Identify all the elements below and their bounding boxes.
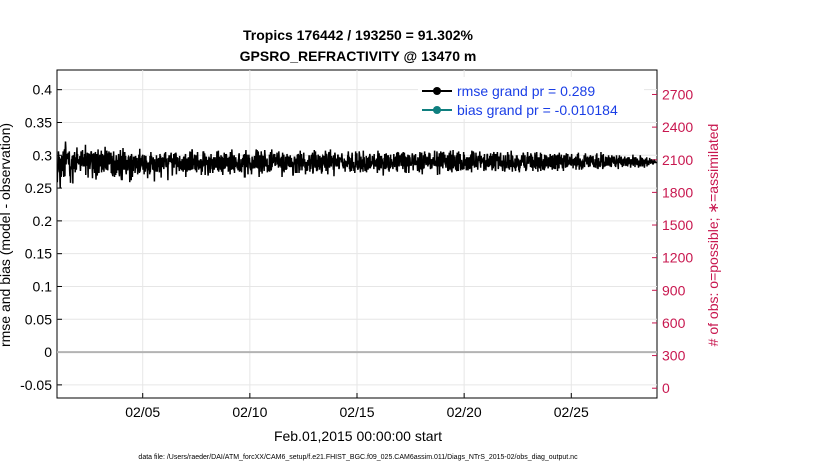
y-right-tick-label: 1200: [662, 250, 693, 266]
y-left-tick-label: -0.05: [20, 377, 52, 393]
y-right-tick-label: 1800: [662, 184, 693, 200]
y-right-tick-label: 300: [662, 348, 686, 364]
legend-label-rmse: rmse grand pr = 0.289: [457, 83, 595, 99]
y-right-tick-label: 0: [662, 380, 670, 396]
y-left-tick-label: 0.25: [25, 180, 52, 196]
y-right-tick-label: 2400: [662, 119, 693, 135]
y-left-tick-label: 0.35: [25, 114, 52, 130]
y-left-tick-label: 0.4: [33, 82, 53, 98]
y-right-tick-label: 2700: [662, 86, 693, 102]
title-line1: Tropics 176442 / 193250 = 91.302%: [243, 27, 474, 43]
y-right-tick-label: 1500: [662, 217, 693, 233]
legend-marker-bias: [433, 106, 441, 114]
y-left-tick-label: 0.3: [33, 147, 53, 163]
x-tick-label: 02/10: [232, 404, 267, 420]
y-left-tick-label: 0.05: [25, 311, 52, 327]
legend-marker-rmse: [433, 87, 441, 95]
x-tick-label: 02/15: [339, 404, 374, 420]
y-axis-left-label: rmse and bias (model - observation): [0, 123, 13, 347]
plot-area: 02/05 02/10 02/15 02/20 02/25 0.4 0.35 0.3 0.25 0…: [20, 69, 693, 420]
x-tick-label: 02/25: [554, 404, 589, 420]
legend-label-bias: bias grand pr = -0.010184: [457, 102, 618, 118]
y-right-tick-label: 600: [662, 315, 686, 331]
x-axis-label: Feb.01,2015 00:00:00 start: [274, 428, 442, 444]
footer-data-file: data file: /Users/raeder/DAI/ATM_forcXX/…: [138, 454, 578, 461]
y-left-tick-label: 0.2: [33, 213, 53, 229]
y-left-tick-label: 0.1: [33, 278, 53, 294]
rmse-line: [56, 141, 657, 189]
y-left-tick-label: 0.15: [25, 246, 52, 262]
legend: rmse grand pr = 0.289 bias grand pr = -0…: [418, 77, 644, 119]
legend-box: [418, 77, 644, 119]
x-tick-label: 02/20: [447, 404, 482, 420]
y-axis-right-label: # of obs: o=possible; ∗=assimilated: [705, 124, 721, 347]
y-right-tick-label: 2100: [662, 152, 693, 168]
y-right-tick-label: 900: [662, 282, 686, 298]
x-tick-label: 02/05: [125, 404, 160, 420]
y-left-tick-label: 0: [44, 344, 52, 360]
title-line2: GPSRO_REFRACTIVITY @ 13470 m: [240, 48, 477, 64]
